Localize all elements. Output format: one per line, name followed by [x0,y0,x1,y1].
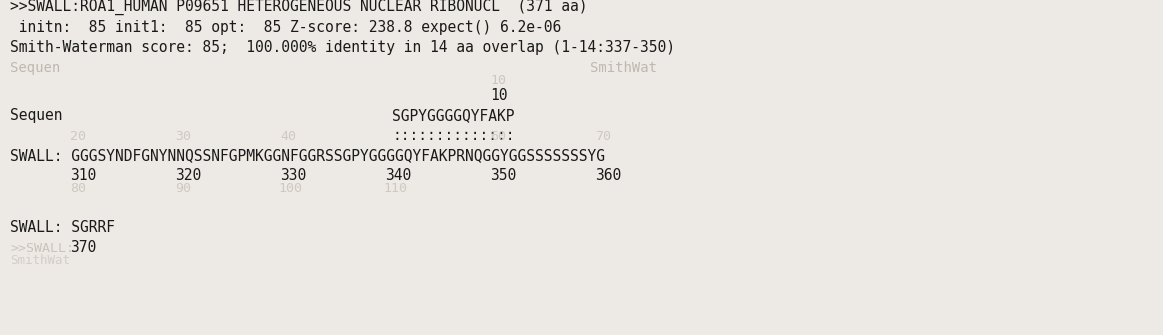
Text: 360: 360 [595,168,621,183]
Text: 10: 10 [490,74,506,87]
Text: SmithWat: SmithWat [10,254,70,267]
Text: SmithWat: SmithWat [590,61,657,75]
Text: Sequen: Sequen [10,61,60,75]
Text: 40: 40 [280,130,297,143]
Text: 320: 320 [174,168,201,183]
Text: 100: 100 [278,182,302,195]
Text: SGPYGGGGQYFAKP: SGPYGGGGQYFAKP [392,108,514,123]
Text: ::::::::::::::: :::::::::::::: [392,128,514,143]
Text: 110: 110 [383,182,407,195]
Text: 30: 30 [174,130,191,143]
Text: 70: 70 [595,130,611,143]
Text: Sequen: Sequen [10,108,63,123]
Text: 60: 60 [490,130,506,143]
Text: 80: 80 [70,182,86,195]
Text: SWALL: SGRRF: SWALL: SGRRF [10,220,115,235]
Text: 350: 350 [490,168,516,183]
Text: 90: 90 [174,182,191,195]
Text: SWALL: GGGSYNDFGNYNNQSSNFGPMKGGNFGGRSSGPYGGGGQYFAKPRNQGGYGGSSSSSSSYG: SWALL: GGGSYNDFGNYNNQSSNFGPMKGGNFGGRSSGP… [10,148,605,163]
Text: initn:  85 init1:  85 opt:  85 Z-score: 238.8 expect() 6.2e-06: initn: 85 init1: 85 opt: 85 Z-score: 238… [10,20,562,35]
Text: 10: 10 [490,88,507,103]
Text: Smith-Waterman score: 85;  100.000% identity in 14 aa overlap (1-14:337-350): Smith-Waterman score: 85; 100.000% ident… [10,40,675,55]
Text: 20: 20 [70,130,86,143]
Text: 340: 340 [385,168,412,183]
Text: >>SWALL:: >>SWALL: [10,242,74,255]
Text: 330: 330 [280,168,306,183]
Text: 370: 370 [70,240,97,255]
Text: >>SWALL:ROA1_HUMAN P09651 HETEROGENEOUS NUCLEAR RIBONUCL  (371 aa): >>SWALL:ROA1_HUMAN P09651 HETEROGENEOUS … [10,0,587,15]
Text: 310: 310 [70,168,97,183]
